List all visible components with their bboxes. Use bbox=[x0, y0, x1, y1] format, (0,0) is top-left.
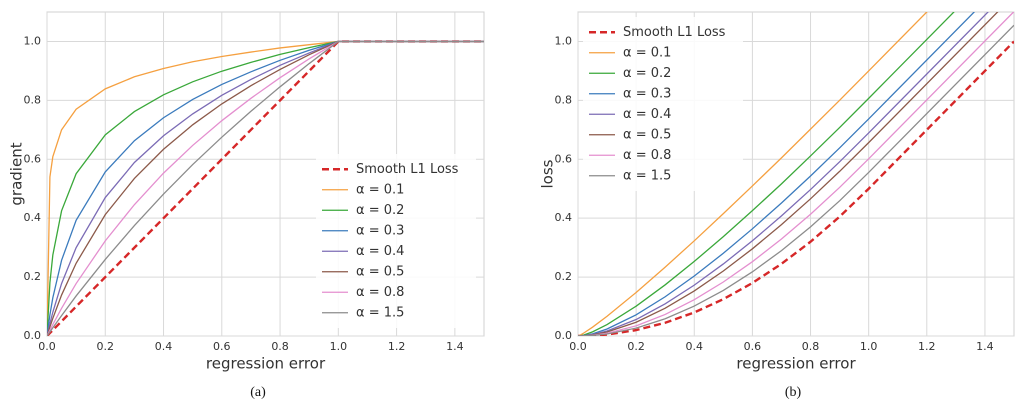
line-series bbox=[578, 12, 955, 336]
legend: Smooth L1 Loss α = 0.1 α = 0.2 α = 0.3 α = 0… bbox=[583, 17, 743, 191]
x-tick-label: 0.2 bbox=[97, 340, 115, 353]
x-tick-label: 0.4 bbox=[155, 340, 173, 353]
x-axis-label: regression error bbox=[736, 355, 856, 373]
legend-label: α = 0.3 bbox=[623, 86, 671, 101]
legend-label: Smooth L1 Loss bbox=[623, 25, 726, 40]
legend-label: α = 0.5 bbox=[356, 264, 404, 279]
legend-label: α = 0.2 bbox=[623, 66, 671, 81]
x-tick-label: 0.0 bbox=[569, 340, 587, 353]
legend-label: α = 0.3 bbox=[356, 223, 404, 238]
x-tick-label: 0.0 bbox=[38, 340, 56, 353]
x-tick-label: 1.0 bbox=[860, 340, 878, 353]
line-series bbox=[47, 40, 484, 336]
y-tick-label: 1.0 bbox=[555, 34, 573, 47]
y-tick-label: 0.4 bbox=[24, 211, 42, 224]
legend-box bbox=[316, 154, 476, 328]
line-series bbox=[47, 40, 484, 336]
y-axis-label: gradient bbox=[8, 142, 26, 205]
line-series bbox=[47, 40, 484, 336]
x-tick-label: 0.8 bbox=[802, 340, 820, 353]
legend-label: α = 1.5 bbox=[623, 168, 671, 183]
line-series bbox=[47, 40, 484, 336]
legend-label: α = 0.4 bbox=[623, 107, 671, 122]
y-tick-label: 0.2 bbox=[555, 270, 573, 283]
y-tick-label: 0.0 bbox=[24, 329, 42, 342]
line-series bbox=[47, 40, 484, 336]
legend-label: α = 1.5 bbox=[356, 305, 404, 320]
caption: (b) bbox=[785, 385, 802, 400]
caption: (a) bbox=[250, 385, 266, 400]
legend-label: α = 0.1 bbox=[356, 182, 404, 197]
line-series bbox=[47, 40, 484, 336]
x-tick-label: 1.0 bbox=[330, 340, 348, 353]
y-tick-label: 0.0 bbox=[555, 329, 573, 342]
legend-label: α = 0.1 bbox=[623, 45, 671, 60]
legend-label: α = 0.5 bbox=[623, 127, 671, 142]
legend-label: Smooth L1 Loss bbox=[356, 162, 459, 177]
line-series bbox=[578, 24, 1014, 336]
x-tick-label: 0.4 bbox=[686, 340, 704, 353]
line-series bbox=[578, 40, 1014, 336]
y-tick-label: 0.8 bbox=[24, 93, 42, 106]
subplot: 0.0 0.2 0.4 0.6 0.8 1.0 1.2 1.4 0.0 0.2 0.4 0.6 0.8 1… bbox=[8, 11, 485, 400]
legend-label: α = 0.4 bbox=[356, 244, 404, 259]
subplot: 0.0 0.2 0.4 0.6 0.8 1.0 1.2 1.4 0.0 0.2 0.4 0.6 0.8 1… bbox=[539, 11, 1015, 400]
y-tick-label: 0.4 bbox=[555, 211, 573, 224]
y-tick-label: 0.6 bbox=[24, 152, 42, 165]
legend-label: α = 0.8 bbox=[623, 148, 671, 163]
x-tick-label: 1.4 bbox=[976, 340, 994, 353]
x-tick-label: 1.2 bbox=[918, 340, 936, 353]
y-axis-label: loss bbox=[539, 159, 557, 188]
x-tick-label: 0.2 bbox=[627, 340, 645, 353]
legend-label: α = 0.8 bbox=[356, 285, 404, 300]
y-tick-label: 1.0 bbox=[24, 34, 42, 47]
y-tick-label: 0.6 bbox=[555, 152, 573, 165]
legend-label: α = 0.2 bbox=[356, 203, 404, 218]
lines bbox=[578, 12, 1014, 336]
legend-box bbox=[583, 17, 743, 191]
line-series bbox=[47, 40, 484, 336]
lines bbox=[47, 40, 484, 336]
x-tick-label: 0.6 bbox=[744, 340, 762, 353]
y-tick-label: 0.2 bbox=[24, 270, 42, 283]
x-tick-label: 1.4 bbox=[446, 340, 464, 353]
legend: Smooth L1 Loss α = 0.1 α = 0.2 α = 0.3 α = 0… bbox=[316, 154, 476, 328]
y-tick-label: 0.8 bbox=[555, 93, 573, 106]
line-series bbox=[578, 12, 928, 336]
x-tick-label: 0.6 bbox=[213, 340, 231, 353]
x-tick-label: 1.2 bbox=[388, 340, 406, 353]
line-series bbox=[47, 40, 484, 336]
x-axis-label: regression error bbox=[206, 355, 326, 373]
x-tick-label: 0.8 bbox=[271, 340, 289, 353]
